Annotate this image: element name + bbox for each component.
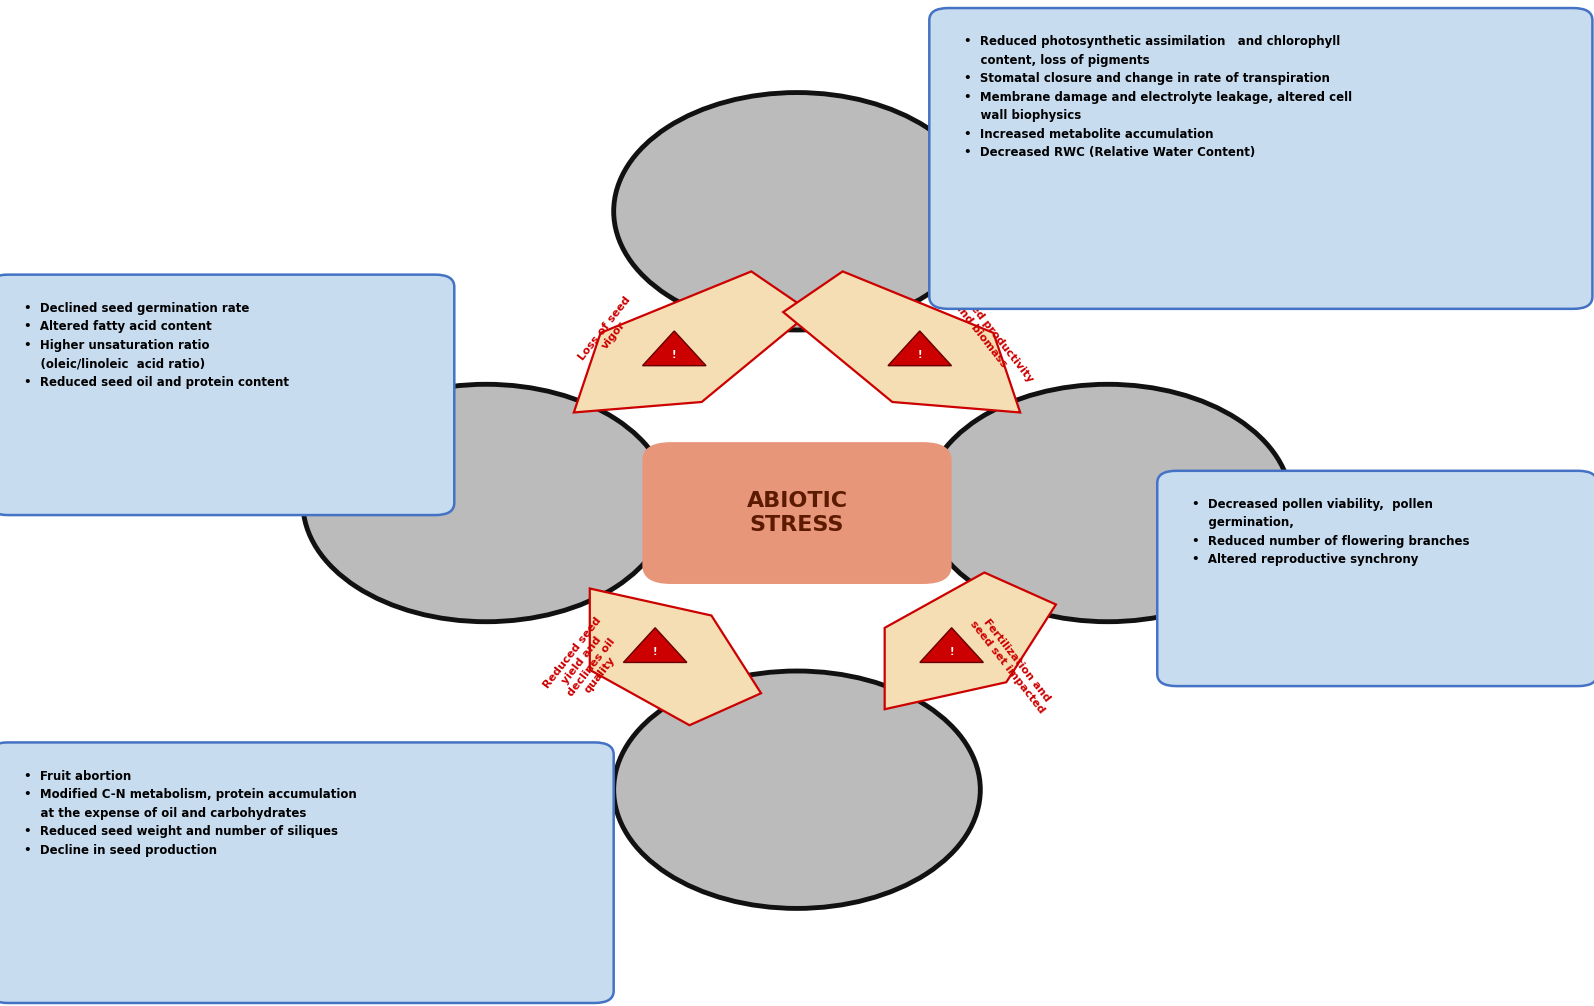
Ellipse shape [925,384,1291,622]
Text: ABIOTIC
STRESS: ABIOTIC STRESS [746,492,848,534]
Text: Reduced seed
yield and
declines oil
quality: Reduced seed yield and declines oil qual… [542,616,631,712]
FancyBboxPatch shape [0,275,454,515]
Text: •  Reduced photosynthetic assimilation   and chlorophyll
    content, loss of pi: • Reduced photosynthetic assimilation an… [964,35,1352,159]
Polygon shape [623,628,687,663]
Text: Loss of seed
vigor: Loss of seed vigor [577,295,641,369]
Text: !: ! [918,350,921,360]
Text: !: ! [654,647,657,657]
FancyBboxPatch shape [0,742,614,1003]
Text: •  Fruit abortion
•  Modified C-N metabolism, protein accumulation
    at the ex: • Fruit abortion • Modified C-N metaboli… [24,770,357,856]
FancyBboxPatch shape [929,8,1592,309]
Text: !: ! [950,647,953,657]
Polygon shape [920,628,983,663]
Polygon shape [590,589,760,725]
Polygon shape [888,331,952,366]
FancyBboxPatch shape [1157,471,1594,686]
Ellipse shape [303,384,669,622]
Polygon shape [574,272,811,412]
Polygon shape [642,331,706,366]
Polygon shape [885,572,1055,709]
FancyBboxPatch shape [642,443,952,583]
Text: •  Declined seed germination rate
•  Altered fatty acid content
•  Higher unsatu: • Declined seed germination rate • Alter… [24,302,289,388]
Polygon shape [783,272,1020,412]
Text: •  Decreased pollen viability,  pollen
    germination,
•  Reduced number of flo: • Decreased pollen viability, pollen ger… [1192,498,1470,566]
Ellipse shape [614,93,980,330]
Ellipse shape [614,671,980,908]
Text: !: ! [673,350,676,360]
Text: Fertilization and
seed set impacted: Fertilization and seed set impacted [969,613,1055,715]
Text: Reduced productivity
and biomass: Reduced productivity and biomass [936,273,1035,391]
